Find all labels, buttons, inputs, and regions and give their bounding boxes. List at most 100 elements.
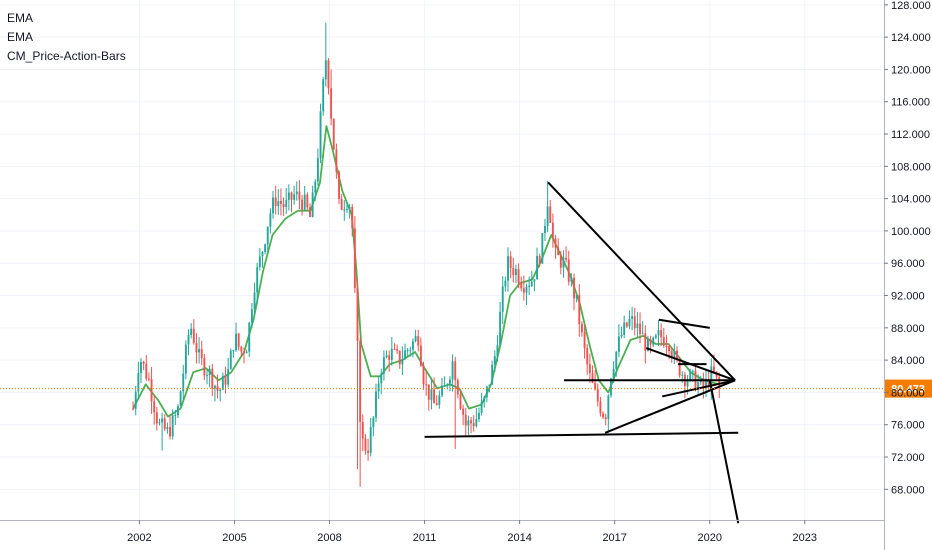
candle-body bbox=[385, 355, 388, 358]
candle-body bbox=[219, 389, 222, 392]
x-tick-label: 2020 bbox=[697, 532, 721, 544]
candle-body bbox=[277, 200, 280, 206]
y-tick-label: 92.000 bbox=[891, 291, 925, 303]
candle-body bbox=[425, 384, 428, 386]
y-tick-label: 96.000 bbox=[891, 258, 925, 270]
candle-body bbox=[153, 401, 156, 413]
candle-body bbox=[301, 199, 304, 210]
candle-body bbox=[430, 389, 433, 400]
trendline-1 bbox=[547, 181, 736, 381]
legend-item-ema-2[interactable]: EMA bbox=[7, 30, 34, 44]
candle-body bbox=[644, 333, 647, 351]
candle-body bbox=[224, 375, 227, 385]
candle-body bbox=[676, 350, 678, 359]
candle-body bbox=[245, 351, 248, 354]
candle-body bbox=[369, 427, 372, 453]
legend-item-price-action-bars[interactable]: CM_Price-Action-Bars bbox=[7, 49, 126, 63]
candle-body bbox=[274, 197, 277, 206]
candle-body bbox=[282, 203, 285, 207]
candle-body bbox=[171, 415, 174, 437]
trendline-2 bbox=[604, 379, 736, 434]
candle-body bbox=[343, 209, 346, 211]
candle-body bbox=[536, 256, 539, 280]
candle-body bbox=[528, 285, 531, 287]
candle-body bbox=[689, 371, 692, 381]
candle-body bbox=[390, 348, 393, 360]
candle-body bbox=[203, 358, 206, 376]
candle-body bbox=[554, 238, 557, 248]
candle-body bbox=[705, 378, 707, 389]
candle-body bbox=[472, 423, 475, 427]
candle-body bbox=[158, 422, 161, 424]
candle-body bbox=[633, 316, 636, 328]
candle-body bbox=[348, 207, 351, 210]
candle-body bbox=[163, 418, 166, 430]
candle-body bbox=[544, 226, 546, 234]
candle-body bbox=[253, 292, 256, 310]
candle-body bbox=[364, 438, 367, 451]
candle-body bbox=[240, 346, 243, 352]
candle-body bbox=[227, 369, 230, 385]
candle-body bbox=[190, 328, 193, 335]
candle-body bbox=[464, 414, 467, 426]
candle-body bbox=[456, 380, 459, 395]
last-price-line: 80.473 bbox=[0, 379, 932, 398]
y-tick-label: 124.000 bbox=[891, 32, 931, 44]
legend-item-ema-1[interactable]: EMA bbox=[7, 11, 34, 25]
trendline-drawings[interactable] bbox=[424, 181, 740, 524]
candle-body bbox=[504, 280, 507, 287]
candle-body bbox=[351, 207, 354, 229]
x-tick-label: 2008 bbox=[317, 532, 341, 544]
candle-body bbox=[306, 194, 309, 208]
last-price-label: 80.473 bbox=[891, 384, 925, 396]
candle-body bbox=[541, 233, 544, 264]
candle-body bbox=[517, 269, 520, 284]
candle-body bbox=[459, 394, 462, 409]
x-tick-label: 2023 bbox=[793, 532, 817, 544]
trendline-5 bbox=[658, 318, 710, 329]
y-tick-label: 88.000 bbox=[891, 323, 925, 335]
candle-body bbox=[322, 79, 325, 112]
x-tick-label: 2011 bbox=[413, 532, 437, 544]
candle-body bbox=[546, 206, 549, 227]
candle-body bbox=[562, 257, 565, 268]
candle-body bbox=[713, 366, 715, 372]
candle-body bbox=[625, 322, 628, 327]
indicator-legend: EMA EMA CM_Price-Action-Bars bbox=[7, 9, 126, 66]
candle-body bbox=[599, 401, 602, 414]
candle-body bbox=[697, 382, 700, 391]
candle-body bbox=[184, 344, 187, 374]
candle-body bbox=[639, 323, 641, 334]
grid-lines bbox=[0, 0, 884, 520]
candle-body bbox=[359, 340, 362, 422]
candle-body bbox=[422, 365, 425, 385]
candle-body bbox=[641, 333, 644, 335]
candle-body bbox=[551, 222, 554, 239]
candle-body bbox=[161, 418, 164, 423]
candle-body bbox=[681, 374, 684, 376]
candle-body bbox=[211, 368, 214, 389]
candle-body bbox=[454, 361, 457, 381]
candle-body bbox=[443, 385, 446, 387]
candle-body bbox=[206, 375, 208, 377]
candle-body bbox=[462, 408, 465, 415]
candle-body bbox=[235, 333, 238, 351]
candle-body bbox=[266, 226, 269, 245]
y-tick-label: 112.000 bbox=[891, 129, 930, 141]
candle-body bbox=[200, 349, 203, 359]
candle-body bbox=[501, 286, 504, 312]
candle-body bbox=[287, 192, 290, 200]
candle-body bbox=[427, 384, 430, 400]
candle-body bbox=[636, 323, 639, 328]
candle-body bbox=[615, 351, 618, 369]
candle-body bbox=[393, 348, 396, 350]
ema-line bbox=[132, 125, 720, 418]
last-price-tag bbox=[884, 379, 932, 398]
candle-body bbox=[330, 88, 333, 119]
candle-body bbox=[657, 330, 660, 336]
y-tick-label: 128.000 bbox=[891, 0, 931, 12]
candle-body bbox=[195, 343, 198, 353]
candle-body bbox=[353, 228, 356, 289]
